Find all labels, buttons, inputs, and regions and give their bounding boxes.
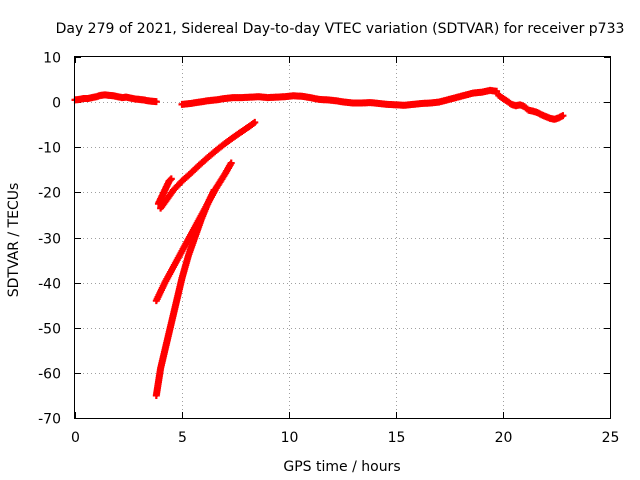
series-baseline-main (178, 86, 501, 109)
data-point (251, 118, 259, 126)
y-tick-label: -60 (38, 367, 61, 383)
data-points (71, 86, 567, 399)
x-tick-label: 5 (178, 430, 187, 446)
x-tick-label: 0 (71, 430, 80, 446)
y-tick-label: -70 (38, 412, 61, 428)
data-point (152, 98, 160, 106)
y-tick-label: 0 (52, 96, 61, 112)
plot-frame (74, 56, 611, 419)
series-arc-lower (152, 186, 218, 399)
x-tick-label: 15 (388, 430, 406, 446)
series-arc-upper-long (157, 118, 259, 212)
chart-title: Day 279 of 2021, Sidereal Day-to-day VTE… (56, 21, 625, 37)
series-baseline-late (495, 91, 567, 123)
y-tick-label: 10 (43, 51, 61, 67)
data-point (493, 87, 501, 95)
series-baseline-early (71, 91, 160, 106)
x-tick-label: 20 (495, 430, 513, 446)
x-tick-label: 25 (602, 430, 620, 446)
y-tick-label: -30 (38, 232, 61, 248)
y-tick-label: -50 (38, 322, 61, 338)
series-arc-upper-short (154, 175, 175, 208)
y-axis-label: SDTVAR / TECUs (6, 183, 22, 298)
data-point (210, 186, 218, 194)
x-tick-label: 10 (281, 430, 299, 446)
data-point (559, 112, 567, 120)
grid (75, 57, 610, 418)
x-axis-label: GPS time / hours (283, 459, 400, 475)
tick-labels: 0 5 10 15 20 25 10 0 -10 -20 -30 -40 -50 -60 -70 (38, 51, 619, 447)
y-tick-label: -10 (38, 141, 61, 157)
data-point (167, 175, 175, 183)
axis-ticks (75, 57, 611, 419)
data-point (227, 159, 235, 167)
y-tick-label: -40 (38, 277, 61, 293)
y-tick-label: -20 (38, 186, 61, 202)
